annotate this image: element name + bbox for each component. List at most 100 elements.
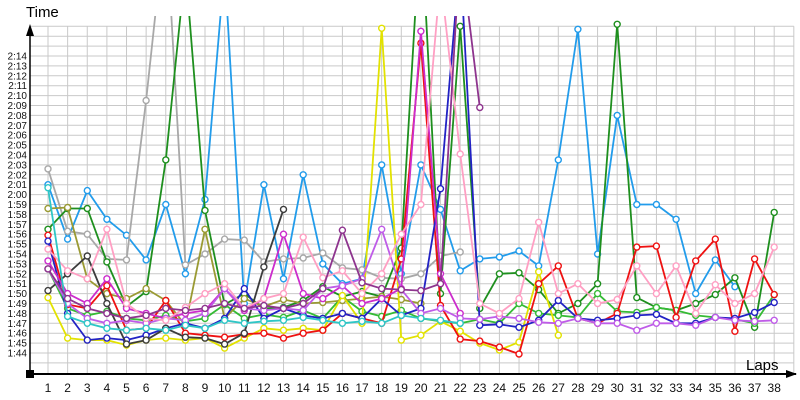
- data-point-black-lap-1: [44, 286, 52, 295]
- svg-text:1:53: 1:53: [8, 259, 28, 270]
- data-point-yellow-lap-20: [417, 331, 425, 339]
- data-point-magenta-lap-18: [378, 294, 386, 303]
- data-point-red-lap-25: [515, 350, 523, 358]
- y-axis-title: Time: [26, 4, 59, 21]
- data-point-sky-blue-lap-8: [181, 270, 190, 278]
- data-point-olive-lap-11: [240, 294, 249, 303]
- data-point-cyan-lap-3: [83, 319, 92, 327]
- data-point-red-lap-7: [162, 296, 170, 305]
- svg-text:16: 16: [336, 381, 350, 395]
- data-point-red-lap-37: [750, 255, 759, 263]
- data-point-red-lap-38: [770, 290, 778, 299]
- svg-text:2:02: 2:02: [8, 170, 28, 181]
- data-point-cyan-lap-18: [378, 319, 386, 327]
- data-point-cyan-lap-13: [279, 316, 288, 324]
- data-point-gray-lap-22: [456, 248, 464, 256]
- data-point-magenta-lap-4: [103, 275, 111, 283]
- data-point-magenta-lap-13: [279, 230, 288, 238]
- data-point-pink-lap-17: [358, 289, 366, 298]
- svg-text:14: 14: [296, 381, 310, 395]
- data-point-purple-lap-4: [103, 309, 111, 318]
- data-point-red-lap-27: [554, 262, 562, 270]
- data-point-violet-lap-14: [299, 306, 307, 315]
- svg-text:29: 29: [591, 381, 605, 395]
- data-point-violet-lap-36: [731, 316, 739, 324]
- data-point-olive-lap-9: [201, 225, 209, 234]
- data-point-bright-green-lap-32: [652, 303, 661, 312]
- svg-text:27: 27: [552, 381, 566, 395]
- data-point-purple-lap-21: [436, 280, 445, 288]
- data-point-dark-green-lap-1: [44, 225, 52, 234]
- data-point-pink-lap-7: [162, 316, 170, 324]
- data-point-pink-lap-38: [770, 243, 778, 251]
- data-point-violet-lap-21: [436, 304, 445, 313]
- data-point-violet-lap-23: [476, 315, 484, 323]
- data-point-sky-blue-lap-7: [162, 200, 170, 209]
- data-point-red-lap-32: [652, 242, 661, 250]
- data-point-olive-lap-2: [63, 203, 72, 212]
- svg-text:1:49: 1:49: [8, 299, 28, 310]
- data-point-cyan-lap-8: [181, 321, 190, 329]
- data-point-yellow-lap-22: [456, 327, 464, 335]
- data-point-pink-lap-23: [476, 299, 484, 308]
- data-point-navy-blue-lap-31: [633, 311, 641, 320]
- data-point-navy-blue-lap-38: [770, 298, 778, 307]
- svg-text:32: 32: [650, 381, 664, 395]
- data-point-purple-lap-14: [299, 299, 307, 308]
- data-point-cyan-lap-22: [456, 319, 464, 327]
- svg-text:1:52: 1:52: [8, 269, 28, 280]
- data-point-yellow-lap-19: [397, 336, 405, 344]
- data-point-dark-green-lap-3: [83, 204, 92, 213]
- data-point-magenta-lap-20: [417, 27, 425, 35]
- svg-text:19: 19: [395, 381, 409, 395]
- data-point-magenta-lap-1: [44, 257, 52, 265]
- svg-text:2:06: 2:06: [8, 131, 28, 142]
- data-point-olive-lap-13: [279, 295, 288, 304]
- svg-text:26: 26: [532, 381, 546, 395]
- data-point-dark-green-lap-28: [574, 299, 582, 308]
- series-group: [44, 16, 778, 358]
- data-point-dark-green-lap-36: [731, 274, 739, 282]
- data-point-pink-lap-24: [495, 309, 504, 318]
- data-point-pink-lap-20: [417, 200, 425, 209]
- data-point-purple-lap-10: [220, 299, 229, 308]
- data-point-violet-lap-31: [633, 326, 641, 334]
- svg-text:22: 22: [453, 381, 467, 395]
- data-point-purple-lap-20: [417, 286, 425, 295]
- data-point-pink-lap-2: [63, 267, 72, 275]
- data-point-cyan-lap-20: [417, 314, 425, 323]
- svg-text:1:46: 1:46: [8, 329, 28, 340]
- svg-text:2: 2: [64, 381, 71, 395]
- data-point-sky-blue-lap-18: [378, 161, 386, 169]
- data-point-cyan-lap-21: [436, 316, 445, 324]
- data-point-sky-blue-lap-14: [299, 171, 307, 179]
- svg-text:1:59: 1:59: [8, 200, 28, 211]
- data-point-sky-blue-lap-13: [279, 275, 288, 283]
- data-point-red-lap-13: [279, 334, 288, 342]
- data-point-violet-lap-26: [535, 318, 543, 326]
- svg-text:6: 6: [143, 381, 150, 395]
- data-point-magenta-lap-14: [299, 289, 307, 298]
- data-point-black-lap-12: [260, 263, 268, 271]
- svg-text:2:08: 2:08: [8, 111, 28, 122]
- svg-text:1:50: 1:50: [8, 289, 28, 300]
- data-point-yellow-lap-7: [162, 334, 170, 342]
- data-point-gray-lap-11: [240, 236, 249, 244]
- series-purple: [44, 16, 484, 323]
- data-point-purple-lap-16: [338, 226, 347, 234]
- svg-text:12: 12: [257, 381, 271, 395]
- data-point-violet-lap-33: [672, 319, 680, 327]
- data-point-sky-blue-lap-22: [456, 267, 464, 275]
- svg-text:1: 1: [45, 381, 52, 395]
- svg-text:1:57: 1:57: [8, 220, 28, 231]
- data-point-magenta-lap-15: [319, 294, 327, 303]
- data-point-sky-blue-lap-2: [63, 235, 72, 243]
- svg-text:1:45: 1:45: [8, 339, 28, 350]
- svg-text:1:58: 1:58: [8, 210, 28, 221]
- svg-text:2:11: 2:11: [8, 81, 27, 92]
- data-point-dark-green-lap-22: [456, 22, 464, 30]
- data-point-violet-lap-32: [652, 319, 661, 327]
- data-point-red-lap-12: [260, 329, 268, 337]
- data-point-violet-lap-38: [770, 316, 778, 324]
- data-point-navy-blue-lap-16: [338, 309, 347, 318]
